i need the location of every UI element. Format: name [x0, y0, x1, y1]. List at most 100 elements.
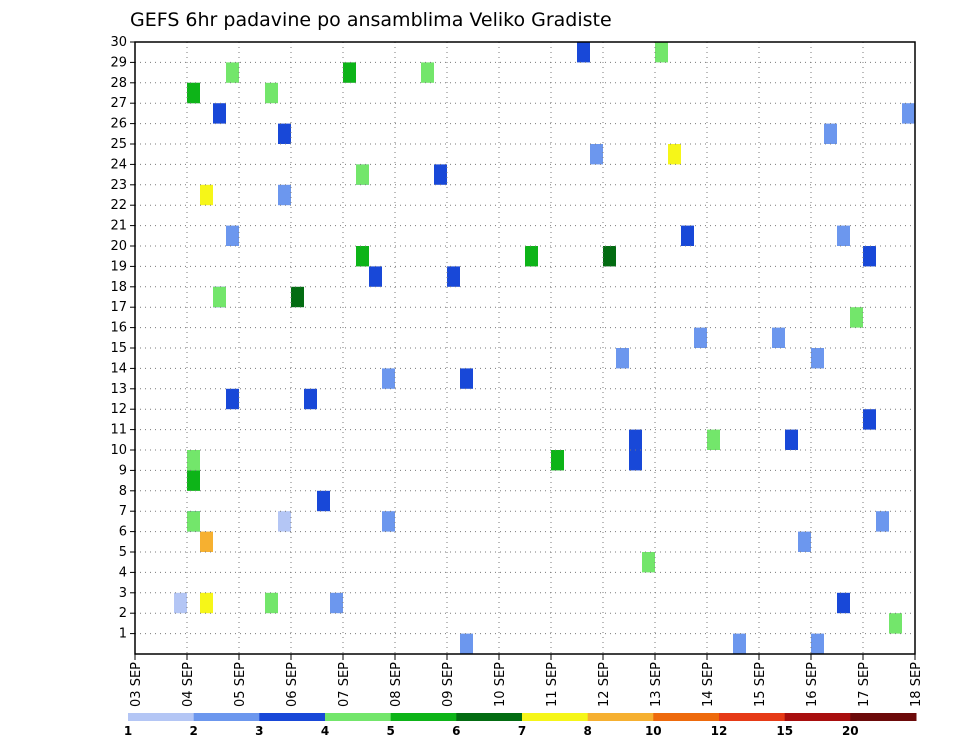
- y-tick-label: 20: [110, 239, 127, 254]
- colorbar-label: 6: [452, 724, 460, 738]
- y-tick-label: 1: [119, 627, 127, 642]
- colorbar-swatch: [850, 713, 917, 721]
- data-cell: [174, 592, 187, 614]
- colorbar-label: 2: [190, 724, 198, 738]
- data-cell: [187, 450, 200, 471]
- data-cell: [772, 327, 785, 348]
- colorbar-swatch: [193, 713, 260, 721]
- y-tick-label: 27: [110, 96, 127, 111]
- x-tick-label: 05 SEP: [233, 662, 248, 707]
- data-cell: [421, 62, 434, 83]
- y-tick-label: 5: [119, 545, 127, 560]
- data-cell: [226, 388, 239, 410]
- data-cell: [187, 511, 200, 532]
- data-cell: [434, 164, 447, 185]
- colorbar-label: 4: [321, 724, 329, 738]
- colorbar-label: 20: [842, 724, 859, 738]
- grid-layer: [134, 41, 916, 654]
- y-tick-label: 7: [119, 504, 127, 519]
- colorbar-label: 10: [645, 724, 662, 738]
- y-tick-label: 21: [110, 219, 127, 234]
- data-cell: [213, 286, 226, 308]
- data-cell: [356, 246, 369, 267]
- data-cell: [590, 144, 603, 165]
- x-tick-label: 09 SEP: [441, 662, 456, 707]
- y-axis: 1234567891011121314151617181920212223242…: [110, 35, 135, 642]
- data-cell: [187, 470, 200, 491]
- y-tick-label: 24: [110, 157, 127, 172]
- data-cell: [629, 429, 642, 450]
- x-tick-label: 13 SEP: [649, 662, 664, 707]
- x-tick-label: 06 SEP: [285, 662, 300, 707]
- data-cell: [694, 327, 707, 348]
- x-tick-label: 08 SEP: [389, 662, 404, 707]
- data-cell: [837, 225, 850, 246]
- data-cell: [707, 429, 720, 450]
- y-tick-label: 3: [119, 586, 127, 601]
- x-tick-label: 04 SEP: [181, 662, 196, 707]
- data-cell: [200, 184, 213, 206]
- data-cell: [902, 103, 915, 124]
- data-cell: [551, 450, 564, 471]
- y-tick-label: 30: [110, 35, 127, 50]
- data-cell: [291, 286, 304, 308]
- data-cell: [889, 613, 902, 634]
- data-cell: [265, 82, 278, 104]
- y-tick-label: 11: [110, 423, 127, 438]
- data-cell: [265, 592, 278, 614]
- y-tick-label: 8: [119, 484, 127, 499]
- data-cell: [278, 123, 291, 144]
- y-tick-label: 19: [110, 259, 127, 274]
- colorbar-swatch: [128, 713, 195, 721]
- x-tick-label: 16 SEP: [805, 662, 820, 707]
- data-cell: [200, 531, 213, 552]
- data-cell: [850, 307, 863, 328]
- y-tick-label: 4: [119, 565, 127, 580]
- x-tick-label: 12 SEP: [597, 662, 612, 707]
- cells-layer: [174, 42, 915, 654]
- data-cell: [629, 450, 642, 471]
- y-tick-label: 25: [110, 137, 127, 152]
- y-tick-label: 23: [110, 178, 127, 193]
- data-cell: [824, 123, 837, 144]
- y-tick-label: 16: [110, 321, 127, 336]
- colorbar-label: 5: [387, 724, 395, 738]
- y-tick-label: 10: [110, 443, 127, 458]
- data-cell: [733, 633, 746, 654]
- y-tick-label: 6: [119, 525, 127, 540]
- data-cell: [681, 225, 694, 246]
- data-cell: [330, 592, 343, 614]
- y-tick-label: 18: [110, 280, 127, 295]
- colorbar-swatch: [390, 713, 457, 721]
- colorbar: 1 2 3 4 5 6 7 8 10 12 15 20: [124, 713, 917, 738]
- data-cell: [278, 511, 291, 532]
- x-tick-label: 14 SEP: [701, 662, 716, 707]
- data-cell: [785, 429, 798, 450]
- colorbar-swatch: [784, 713, 851, 721]
- chart-title: GEFS 6hr padavine po ansamblima Veliko G…: [130, 9, 612, 31]
- data-cell: [447, 266, 460, 287]
- colorbar-label: 8: [584, 724, 592, 738]
- x-tick-label: 11 SEP: [545, 662, 560, 707]
- data-cell: [811, 348, 824, 369]
- x-axis: 03 SEP 04 SEP 05 SEP 06 SEP 07 SEP 08 SEP 09 S…: [129, 654, 924, 707]
- data-cell: [356, 164, 369, 185]
- x-tick-label: 07 SEP: [337, 662, 352, 707]
- data-cell: [200, 592, 213, 614]
- data-cell: [668, 144, 681, 165]
- data-cell: [837, 592, 850, 614]
- data-cell: [525, 246, 538, 267]
- data-cell: [798, 531, 811, 552]
- data-cell: [343, 62, 356, 83]
- data-cell: [317, 490, 330, 512]
- data-cell: [304, 388, 317, 410]
- colorbar-swatch: [522, 713, 589, 721]
- x-tick-label: 15 SEP: [753, 662, 768, 707]
- y-tick-label: 13: [110, 382, 127, 397]
- y-tick-label: 15: [110, 341, 127, 356]
- colorbar-swatch: [259, 713, 326, 721]
- colorbar-swatch: [587, 713, 654, 721]
- data-cell: [187, 82, 200, 104]
